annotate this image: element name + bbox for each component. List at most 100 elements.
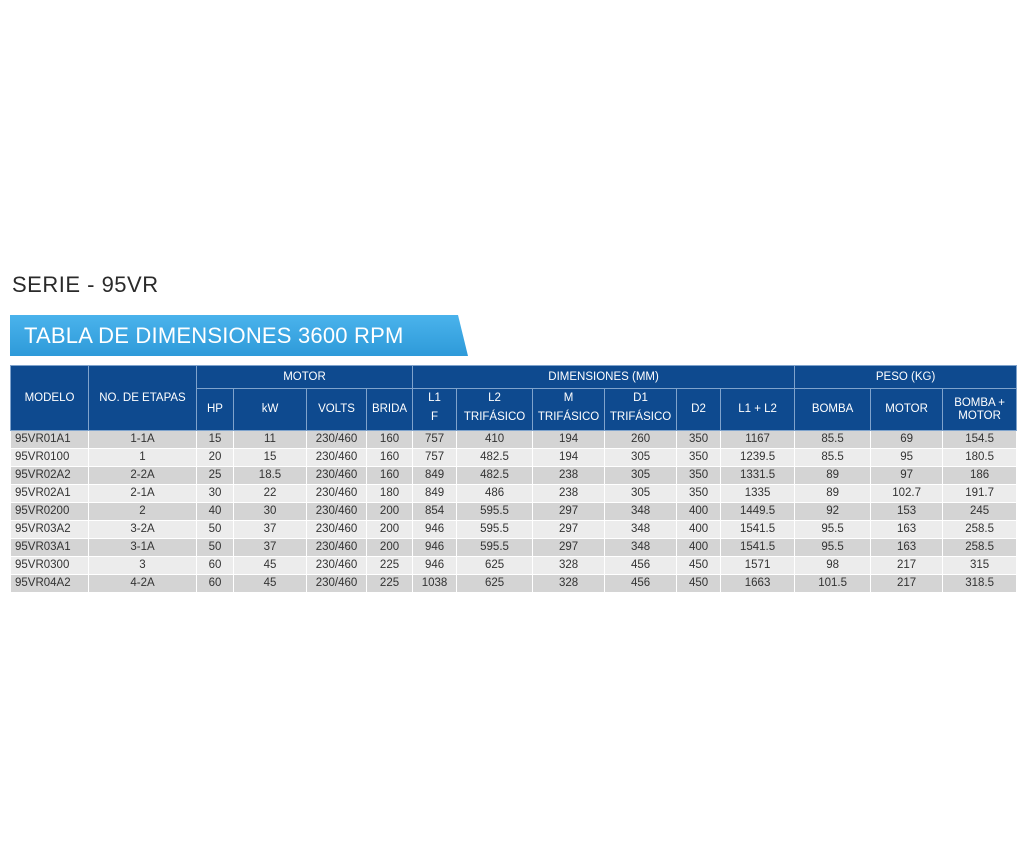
cell-modelo: 95VR01A1 <box>10 430 89 449</box>
cell-modelo: 95VR03A2 <box>10 520 89 539</box>
cell-m: 297 <box>532 520 606 539</box>
cell-modelo: 95VR03A1 <box>10 538 89 557</box>
header-dimensiones-group: DIMENSIONES (MM) <box>412 365 796 389</box>
cell-kw: 11 <box>233 430 307 449</box>
cell-l2: 486 <box>456 484 534 503</box>
header-motor-group: MOTOR <box>195 365 414 389</box>
cell-kw: 37 <box>233 520 307 539</box>
header-peso-bomba: BOMBA <box>794 388 872 431</box>
cell-m: 297 <box>532 502 606 521</box>
cell-l1: 849 <box>412 484 458 503</box>
cell-brida: 160 <box>365 448 414 467</box>
cell-etapas: 4-2A <box>88 574 197 593</box>
cell-volts: 230/460 <box>306 448 367 467</box>
cell-kw: 45 <box>233 574 307 593</box>
cell-peso-bomba-motor: 258.5 <box>942 520 1018 539</box>
cell-m: 238 <box>532 466 606 485</box>
table-row: 95VR04A2 4-2A 60 45 230/460 225 1038 625 328 456 4… <box>10 574 1018 593</box>
cell-m: 238 <box>532 484 606 503</box>
table-row: 95VR0100 1 20 15 230/460 160 757 482.5 194 305 350… <box>10 448 1018 467</box>
table-row: 95VR01A1 1-1A 15 11 230/460 160 757 410 194 260 35… <box>10 430 1018 449</box>
header-peso-bomba-motor-bottom: MOTOR <box>958 409 1001 422</box>
cell-brida: 200 <box>365 538 414 557</box>
table-row: 95VR02A1 2-1A 30 22 230/460 180 849 486 238 305 35… <box>10 484 1018 503</box>
header-modelo: MODELO <box>10 365 89 431</box>
header-brida: BRIDA <box>365 388 414 431</box>
cell-l1-plus-l2: 1167 <box>720 430 796 449</box>
cell-l1: 946 <box>412 556 458 575</box>
cell-kw: 15 <box>233 448 307 467</box>
cell-modelo: 95VR04A2 <box>10 574 89 593</box>
cell-etapas: 2-2A <box>88 466 197 485</box>
cell-hp: 15 <box>196 430 234 449</box>
dimensions-table: MODELO NO. DE ETAPAS MOTOR DIMENSIONES (… <box>10 365 1018 593</box>
header-l2-bottom: TRIFÁSICO <box>463 411 526 423</box>
cell-d2: 450 <box>676 574 722 593</box>
cell-peso-bomba: 92 <box>794 502 872 521</box>
cell-etapas: 2-1A <box>88 484 197 503</box>
header-l1-top: L1 <box>428 392 441 404</box>
table-row: 95VR03A1 3-1A 50 37 230/460 200 946 595.5 297 348… <box>10 538 1018 557</box>
cell-volts: 230/460 <box>306 466 367 485</box>
cell-l1-plus-l2: 1449.5 <box>720 502 796 521</box>
header-volts: VOLTS <box>306 388 367 431</box>
cell-volts: 230/460 <box>306 502 367 521</box>
cell-hp: 25 <box>196 466 234 485</box>
cell-l1-plus-l2: 1541.5 <box>720 520 796 539</box>
cell-l2: 595.5 <box>456 502 534 521</box>
cell-d2: 350 <box>676 484 722 503</box>
cell-d1: 456 <box>604 574 678 593</box>
cell-brida: 225 <box>365 574 414 593</box>
cell-d2: 400 <box>676 502 722 521</box>
cell-brida: 160 <box>365 430 414 449</box>
cell-volts: 230/460 <box>306 574 367 593</box>
cell-l1: 757 <box>412 448 458 467</box>
cell-peso-bomba: 101.5 <box>794 574 872 593</box>
cell-d2: 350 <box>676 466 722 485</box>
cell-etapas: 3 <box>88 556 197 575</box>
cell-modelo: 95VR02A1 <box>10 484 89 503</box>
cell-etapas: 3-1A <box>88 538 197 557</box>
cell-etapas: 1 <box>88 448 197 467</box>
cell-volts: 230/460 <box>306 484 367 503</box>
header-peso-motor: MOTOR <box>870 388 944 431</box>
cell-brida: 200 <box>365 502 414 521</box>
cell-hp: 30 <box>196 484 234 503</box>
cell-peso-bomba-motor: 191.7 <box>942 484 1018 503</box>
table-body: 95VR01A1 1-1A 15 11 230/460 160 757 410 194 260 35… <box>10 430 1018 593</box>
header-l1-plus-l2: L1 + L2 <box>720 388 796 431</box>
cell-d2: 450 <box>676 556 722 575</box>
table-row: 95VR02A2 2-2A 25 18.5 230/460 160 849 482.5 238 3… <box>10 466 1018 485</box>
header-hp: HP <box>196 388 234 431</box>
cell-hp: 20 <box>196 448 234 467</box>
cell-l2: 482.5 <box>456 448 534 467</box>
cell-peso-bomba: 89 <box>794 484 872 503</box>
cell-peso-bomba-motor: 318.5 <box>942 574 1018 593</box>
cell-l1-plus-l2: 1571 <box>720 556 796 575</box>
cell-m: 194 <box>532 448 606 467</box>
cell-l1: 854 <box>412 502 458 521</box>
header-m-bottom: TRIFÁSICO <box>537 411 600 423</box>
header-d1-top: D1 <box>633 392 648 404</box>
cell-l1: 946 <box>412 520 458 539</box>
cell-modelo: 95VR0200 <box>10 502 89 521</box>
cell-hp: 50 <box>196 538 234 557</box>
cell-kw: 45 <box>233 556 307 575</box>
cell-d1: 348 <box>604 538 678 557</box>
cell-peso-bomba-motor: 258.5 <box>942 538 1018 557</box>
cell-brida: 200 <box>365 520 414 539</box>
cell-peso-bomba-motor: 154.5 <box>942 430 1018 449</box>
table-row: 95VR0300 3 60 45 230/460 225 946 625 328 456 450 15… <box>10 556 1018 575</box>
cell-kw: 18.5 <box>233 466 307 485</box>
cell-peso-bomba: 89 <box>794 466 872 485</box>
cell-peso-motor: 217 <box>870 574 944 593</box>
cell-l2: 595.5 <box>456 538 534 557</box>
cell-d1: 305 <box>604 484 678 503</box>
cell-peso-bomba-motor: 186 <box>942 466 1018 485</box>
cell-etapas: 2 <box>88 502 197 521</box>
cell-peso-bomba-motor: 315 <box>942 556 1018 575</box>
cell-kw: 22 <box>233 484 307 503</box>
header-m-top: M <box>563 392 574 404</box>
cell-peso-bomba: 95.5 <box>794 520 872 539</box>
cell-brida: 225 <box>365 556 414 575</box>
